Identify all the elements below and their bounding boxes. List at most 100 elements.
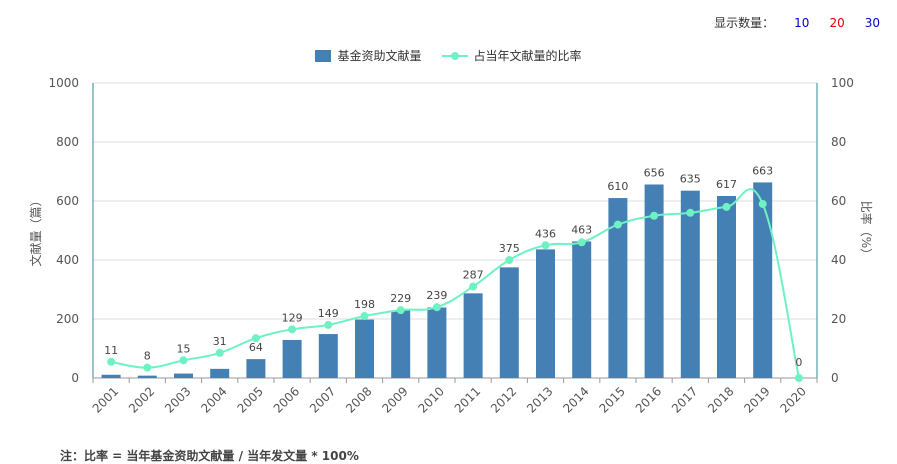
bar-value-label-2007: 149 [318, 307, 339, 320]
display-count-selector: 显示数量： 10 20 30 [714, 14, 880, 31]
bar-value-label-2006: 129 [282, 311, 303, 324]
x-tick-label-2014: 2014 [560, 384, 591, 415]
bar-2006[interactable] [282, 339, 302, 378]
bar-2018[interactable] [717, 195, 736, 378]
ratio-point-2008[interactable] [360, 312, 369, 321]
y-tick-right-4: 80 [831, 135, 846, 149]
bar-value-label-2003: 15 [177, 342, 191, 355]
bar-value-label-2012: 375 [499, 242, 520, 255]
bar-2014[interactable] [572, 241, 592, 378]
x-tick-label-2001: 2001 [90, 384, 121, 415]
ratio-point-2017[interactable] [686, 208, 695, 217]
bar-value-label-2005: 64 [249, 341, 263, 354]
ratio-point-2013[interactable] [541, 241, 550, 250]
bar-2004[interactable] [210, 368, 230, 378]
bar-value-label-2014: 463 [571, 223, 592, 236]
bar-value-label-2001: 11 [104, 344, 118, 357]
y-tick-right-1: 20 [831, 312, 846, 326]
bar-2008[interactable] [355, 319, 374, 378]
x-tick-label-2020: 2020 [778, 384, 809, 415]
legend-item-line-series[interactable]: 占当年文献量的比率 [441, 47, 582, 64]
chart-legend: 基金资助文献量 占当年文献量的比率 [0, 47, 897, 64]
ratio-point-2002[interactable] [143, 363, 152, 372]
x-tick-label-2006: 2006 [271, 384, 302, 415]
bar-2005[interactable] [246, 359, 266, 378]
ratio-point-2009[interactable] [396, 306, 405, 315]
ratio-point-2005[interactable] [251, 334, 260, 343]
ratio-point-2007[interactable] [324, 320, 333, 329]
ratio-point-2001[interactable] [107, 357, 116, 366]
ratio-point-2004[interactable] [215, 348, 224, 357]
x-tick-label-2019: 2019 [741, 384, 772, 415]
bar-2012[interactable] [499, 267, 519, 378]
ratio-point-2015[interactable] [613, 220, 622, 229]
ratio-point-2011[interactable] [469, 282, 478, 291]
bar-value-label-2017: 635 [680, 173, 701, 186]
x-tick-label-2013: 2013 [524, 384, 555, 415]
bar-2016[interactable] [644, 184, 664, 378]
y-tick-right-2: 40 [831, 253, 846, 267]
bar-value-label-2020: 0 [795, 356, 802, 369]
y-axis-left-title: 文献量（篇） [28, 194, 43, 266]
legend-item-bar-series[interactable]: 基金资助文献量 [315, 47, 422, 64]
display-count-option-20[interactable]: 20 [829, 15, 845, 30]
legend-bar-label: 基金资助文献量 [337, 49, 422, 63]
x-tick-label-2011: 2011 [452, 384, 483, 415]
legend-line-label: 占当年文献量的比率 [473, 49, 582, 63]
x-tick-label-2005: 2005 [235, 384, 266, 415]
bar-2019[interactable] [753, 182, 773, 378]
bar-2009[interactable] [391, 310, 411, 378]
bar-2013[interactable] [536, 249, 555, 378]
y-tick-left-0: 0 [71, 371, 79, 385]
bar-value-label-2011: 287 [463, 269, 484, 282]
x-tick-label-2012: 2012 [488, 384, 519, 415]
y-tick-left-3: 600 [56, 194, 79, 208]
display-count-option-10[interactable]: 10 [794, 15, 810, 30]
bar-2003[interactable] [174, 373, 193, 378]
ratio-point-2016[interactable] [650, 211, 659, 220]
display-count-option-30[interactable]: 30 [864, 15, 880, 30]
bar-value-label-2010: 239 [426, 289, 447, 302]
x-tick-label-2007: 2007 [307, 384, 338, 415]
x-tick-label-2009: 2009 [379, 384, 410, 415]
bar-2001[interactable] [101, 374, 121, 378]
ratio-point-2012[interactable] [505, 256, 514, 264]
y-tick-left-4: 800 [56, 135, 79, 149]
ratio-point-2014[interactable] [577, 238, 586, 247]
y-tick-left-2: 400 [56, 253, 79, 267]
y-tick-right-0: 0 [831, 371, 839, 385]
ratio-point-2019[interactable] [758, 199, 767, 208]
ratio-point-2006[interactable] [288, 325, 297, 334]
bar-2011[interactable] [463, 293, 483, 378]
ratio-point-2020[interactable] [794, 374, 803, 382]
x-tick-label-2003: 2003 [162, 384, 193, 415]
ratio-footnote: 注：比率 = 当年基金资助文献量 / 当年发文量 * 100% [60, 449, 359, 463]
y-tick-right-5: 100 [831, 76, 854, 90]
bar-2010[interactable] [427, 307, 447, 378]
bar-2017[interactable] [680, 190, 700, 378]
bar-2007[interactable] [318, 334, 338, 378]
x-tick-label-2015: 2015 [597, 384, 628, 415]
bar-value-label-2015: 610 [607, 180, 628, 193]
ratio-point-2003[interactable] [179, 356, 188, 365]
ratio-point-2010[interactable] [432, 303, 441, 312]
bar-value-label-2013: 436 [535, 227, 556, 240]
y-tick-left-5: 1000 [48, 76, 79, 90]
ratio-point-2018[interactable] [722, 202, 731, 211]
bar-value-label-2008: 198 [354, 298, 375, 311]
bar-value-label-2002: 8 [144, 350, 151, 363]
x-tick-label-2018: 2018 [705, 384, 736, 415]
bar-2015[interactable] [608, 198, 628, 378]
x-tick-label-2016: 2016 [633, 384, 664, 415]
legend-line-swatch [441, 50, 468, 62]
y-axis-right-title: 比率（%） [859, 201, 874, 260]
x-tick-label-2017: 2017 [669, 384, 700, 415]
bar-value-label-2009: 229 [390, 292, 411, 305]
bar-value-label-2018: 617 [716, 178, 737, 191]
x-tick-label-2008: 2008 [343, 384, 374, 415]
display-count-label: 显示数量： [714, 16, 775, 30]
y-tick-right-3: 60 [831, 194, 846, 208]
bar-2002[interactable] [137, 375, 157, 378]
bar-value-label-2019: 663 [752, 164, 773, 177]
